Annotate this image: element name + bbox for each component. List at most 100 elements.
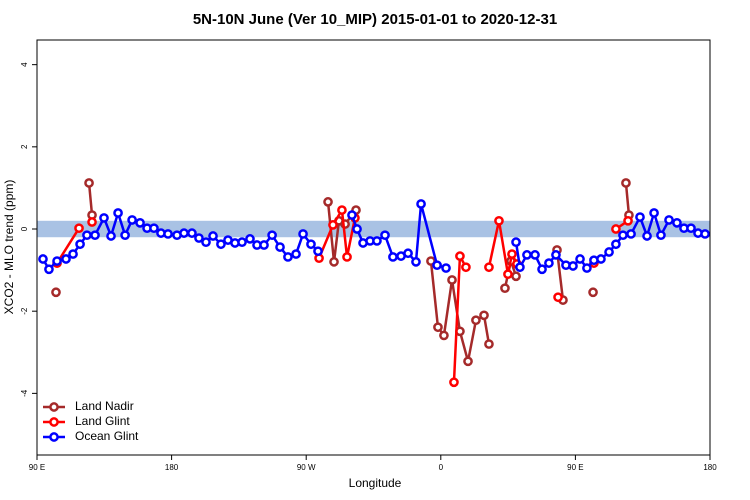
- data-point: [149, 223, 159, 234]
- data-point: [283, 252, 293, 262]
- data-point: [471, 315, 481, 326]
- band: [37, 220, 710, 238]
- data-point: [500, 283, 510, 294]
- data-point: [568, 261, 578, 271]
- data-point: [596, 254, 606, 264]
- data-point: [403, 248, 413, 259]
- data-point: [328, 220, 338, 230]
- data-point: [649, 208, 659, 218]
- chart-title: 5N-10N June (Ver 10_MIP) 2015-01-01 to 2…: [193, 11, 557, 28]
- data-point: [323, 197, 333, 207]
- y-tick-label: 4: [20, 62, 29, 67]
- data-point: [201, 237, 211, 248]
- data-point: [74, 223, 84, 234]
- data-point: [686, 223, 696, 234]
- legend-marker: [49, 432, 59, 442]
- data-point: [38, 254, 48, 264]
- data-point: [44, 264, 54, 275]
- data-point: [642, 231, 652, 241]
- x-tick-label: 180: [703, 463, 717, 472]
- data-point: [127, 215, 137, 225]
- data-point: [479, 310, 489, 321]
- data-point: [388, 252, 398, 262]
- x-axis-label: Longitude: [349, 476, 402, 490]
- data-point: [329, 257, 339, 267]
- data-point: [618, 230, 628, 241]
- data-point: [113, 208, 123, 218]
- data-point: [372, 236, 382, 246]
- data-point: [700, 229, 710, 239]
- data-point: [84, 178, 94, 188]
- data-point: [522, 250, 532, 260]
- x-tick-label: 180: [165, 463, 179, 472]
- data-point: [90, 230, 100, 241]
- data-point: [194, 233, 204, 243]
- data-point: [306, 239, 316, 250]
- data-point: [163, 229, 173, 239]
- data-point: [664, 215, 674, 225]
- data-point: [411, 257, 421, 267]
- data-point: [544, 258, 554, 268]
- y-tick-label: 0: [20, 226, 29, 231]
- x-tick-label: 90 E: [567, 463, 583, 472]
- plot-frame: [36, 39, 711, 456]
- data-point: [337, 205, 347, 215]
- data-point: [503, 269, 513, 280]
- y-tick-label: -4: [20, 389, 29, 397]
- data-point: [51, 287, 61, 298]
- data-point: [120, 230, 130, 241]
- data-point: [621, 178, 631, 188]
- data-point: [604, 247, 614, 257]
- data-point: [611, 239, 621, 250]
- data-point: [61, 254, 71, 264]
- data-point: [237, 237, 247, 248]
- data-point: [626, 229, 636, 239]
- data-point: [416, 199, 426, 209]
- data-point: [530, 250, 540, 260]
- data-point: [342, 252, 352, 262]
- x-tick-label: 90 E: [29, 463, 45, 472]
- data-point: [433, 322, 443, 333]
- y-tick-label: -2: [20, 307, 29, 315]
- data-point: [588, 287, 598, 298]
- data-point: [432, 260, 442, 271]
- data-point: [208, 231, 218, 241]
- legend-marker: [49, 402, 59, 412]
- data-point: [216, 239, 226, 250]
- data-point: [494, 215, 504, 226]
- data-point: [99, 213, 109, 223]
- data-point: [635, 212, 645, 222]
- data-point: [275, 242, 285, 252]
- data-point: [135, 217, 145, 228]
- x-tick-label: 90 W: [297, 463, 316, 472]
- data-point: [259, 240, 269, 250]
- data-point: [582, 263, 592, 273]
- data-point: [441, 263, 451, 273]
- data-point: [291, 249, 301, 259]
- legend-marker: [49, 417, 59, 427]
- data-point: [537, 264, 547, 275]
- data-point: [575, 254, 585, 264]
- data-point: [511, 271, 521, 282]
- x-tick-label: 0: [439, 463, 444, 472]
- legend-label: Ocean Glint: [75, 429, 139, 443]
- data-point: [611, 224, 621, 234]
- y-tick-label: 2: [20, 144, 29, 149]
- data-point: [553, 292, 563, 303]
- data-point: [187, 228, 197, 238]
- data-point: [82, 230, 92, 241]
- data-point: [68, 249, 78, 259]
- data-point: [455, 251, 465, 261]
- y-axis-label: XCO2 - MLO trend (ppm): [2, 180, 16, 315]
- data-point: [551, 250, 561, 260]
- legend-label: Land Glint: [75, 414, 130, 428]
- data-point: [623, 215, 633, 226]
- data-point: [245, 234, 255, 244]
- data-point: [179, 228, 189, 238]
- data-point: [463, 356, 473, 367]
- data-point: [511, 237, 521, 248]
- data-point: [106, 231, 116, 241]
- data-point: [656, 230, 666, 241]
- data-point: [380, 230, 390, 241]
